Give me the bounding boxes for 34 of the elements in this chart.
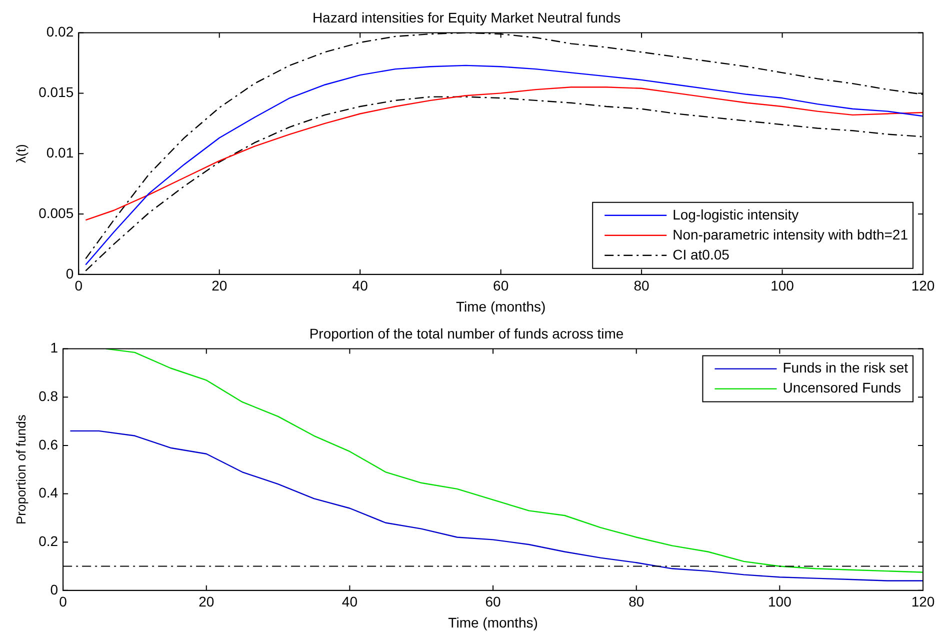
- legend-label: CI at0.05: [672, 246, 730, 262]
- legend-label: Log-logistic intensity: [672, 206, 799, 222]
- legend-label: Non-parametric intensity with bdth=21: [672, 226, 908, 242]
- y-tick-label: 0.4: [38, 484, 58, 501]
- x-tick-label: 100: [768, 594, 792, 610]
- x-tick-label: 80: [628, 594, 644, 610]
- x-tick-label: 60: [493, 278, 509, 294]
- y-tick-label: 0.02: [46, 24, 74, 40]
- y-tick-label: 0.005: [38, 204, 74, 221]
- x-tick-label: 40: [352, 278, 368, 294]
- y-tick-label: 0: [66, 265, 74, 282]
- y-tick-label: 0.015: [38, 84, 74, 100]
- x-axis-title: Time (months): [448, 614, 538, 630]
- y-axis-title: Proportion of funds: [13, 414, 28, 525]
- y-tick-label: 0.6: [38, 436, 58, 452]
- x-tick-label: 20: [212, 278, 228, 294]
- y-tick-label: 0.2: [38, 532, 58, 549]
- x-axis-title: Time (months): [456, 298, 546, 314]
- x-tick-label: 120: [911, 278, 935, 294]
- x-tick-label: 120: [911, 594, 935, 610]
- legend-label: Uncensored Funds: [782, 380, 902, 396]
- y-axis-title: λ(t): [13, 144, 28, 163]
- y-tick-label: 0: [50, 581, 58, 598]
- x-tick-label: 20: [198, 594, 214, 610]
- y-tick-label: 1: [50, 340, 58, 356]
- x-tick-label: 100: [770, 278, 794, 294]
- legend-label: Funds in the risk set: [782, 360, 908, 376]
- x-tick-label: 80: [634, 278, 650, 294]
- x-tick-label: 60: [485, 594, 502, 610]
- chart-title: Proportion of the total number of funds across time: [309, 325, 624, 342]
- x-tick-label: 40: [342, 594, 358, 610]
- y-tick-label: 0.01: [46, 144, 74, 160]
- y-tick-label: 0.8: [38, 388, 58, 404]
- chart-title: Hazard intensities for Equity Market Neutral funds: [312, 9, 621, 26]
